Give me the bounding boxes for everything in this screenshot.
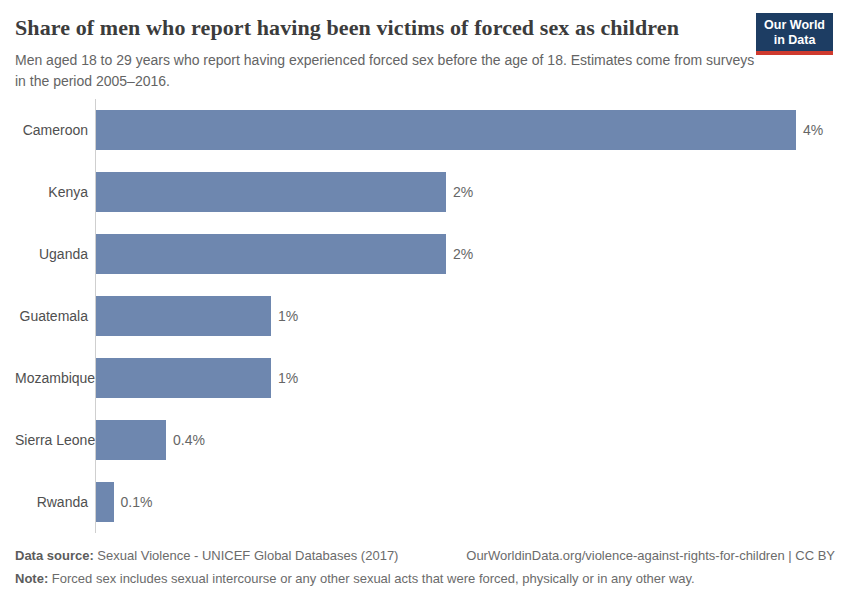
bar-row: Rwanda 0.1% [15,471,835,533]
category-label: Rwanda [15,494,95,510]
owid-chart-page: Share of men who report having been vict… [0,0,850,600]
bar-area: 0.1% [95,471,835,533]
category-label: Kenya [15,184,95,200]
category-label: Guatemala [15,308,95,324]
note-label: Note: [15,571,48,586]
bar-area: 1% [95,285,835,347]
data-source-value: Sexual Violence - UNICEF Global Database… [94,548,399,563]
bar-area: 4% [95,99,835,161]
value-label: 2% [453,184,473,200]
bar-row: Mozambique 1% [15,347,835,409]
bar [96,110,796,150]
bar-area: 2% [95,223,835,285]
bar-row: Uganda 2% [15,223,835,285]
bar-area: 1% [95,347,835,409]
owid-logo: Our World in Data [756,13,833,55]
bar-area: 2% [95,161,835,223]
value-label: 1% [278,370,298,386]
bar-chart: Cameroon4%Kenya2%Uganda2%Guatemala1%Moza… [15,99,835,533]
owid-logo-line2: in Data [764,33,825,48]
chart-footer: Data source: Sexual Violence - UNICEF Gl… [15,544,835,590]
page-title: Share of men who report having been vict… [15,15,760,41]
value-label: 4% [803,122,823,138]
bar [96,234,446,274]
bar [96,482,114,522]
bar-row: Guatemala 1% [15,285,835,347]
category-label: Uganda [15,246,95,262]
category-label: Sierra Leone [15,432,95,448]
value-label: 0.4% [173,432,205,448]
bar [96,172,446,212]
category-label: Cameroon [15,122,95,138]
bar [96,420,166,460]
data-source: Data source: Sexual Violence - UNICEF Gl… [15,544,398,567]
bar-row: Sierra Leone 0.4% [15,409,835,471]
chart-subtitle: Men aged 18 to 29 years who report havin… [15,50,760,92]
value-label: 0.1% [121,494,153,510]
bar [96,358,271,398]
category-label: Mozambique [15,370,95,386]
attribution-text: OurWorldinData.org/violence-against-righ… [466,544,835,567]
bar [96,296,271,336]
note-value: Forced sex includes sexual intercourse o… [48,571,694,586]
bar-row: Cameroon 4% [15,99,835,161]
footer-note-line: Note: Forced sex includes sexual interco… [15,567,835,590]
bar-area: 0.4% [95,409,835,471]
bar-row: Kenya 2% [15,161,835,223]
owid-logo-line1: Our World [764,18,825,33]
value-label: 1% [278,308,298,324]
value-label: 2% [453,246,473,262]
data-source-label: Data source: [15,548,94,563]
footer-source-line: Data source: Sexual Violence - UNICEF Gl… [15,544,835,567]
chart-rows: Cameroon4%Kenya2%Uganda2%Guatemala1%Moza… [15,99,835,533]
